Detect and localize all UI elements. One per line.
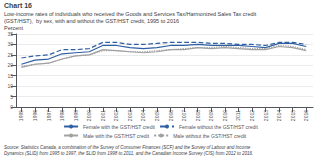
svg-text:2012: 2012 <box>249 110 255 121</box>
svg-text:(GST/HST), by sex, with and w: (GST/HST), by sex, with and without the … <box>4 18 179 24</box>
svg-text:Chart 16: Chart 16 <box>4 2 32 9</box>
svg-text:Male with the GST/HST credit: Male with the GST/HST credit <box>83 133 150 139</box>
svg-text:2016: 2016 <box>303 110 309 121</box>
svg-text:1996: 1996 <box>32 110 38 121</box>
svg-text:1997: 1997 <box>46 110 52 121</box>
svg-text:Low-income rates of individual: Low-income rates of individuals who rece… <box>4 11 257 17</box>
svg-text:10: 10 <box>7 83 13 89</box>
svg-text:2005: 2005 <box>154 110 160 121</box>
svg-text:2006: 2006 <box>168 110 174 121</box>
svg-text:2015: 2015 <box>290 110 296 121</box>
svg-text:2003: 2003 <box>127 110 133 121</box>
svg-text:5: 5 <box>10 94 13 100</box>
svg-text:Female without the GST/HST cre: Female without the GST/HST credit <box>179 124 258 130</box>
svg-text:1995: 1995 <box>18 110 24 121</box>
svg-text:2014: 2014 <box>276 110 282 121</box>
svg-text:2013: 2013 <box>263 110 269 121</box>
svg-text:2002: 2002 <box>113 110 119 121</box>
svg-text:1999: 1999 <box>73 110 79 121</box>
svg-text:25: 25 <box>7 52 13 58</box>
svg-text:2001: 2001 <box>100 110 106 121</box>
svg-text:15: 15 <box>7 73 13 79</box>
svg-text:Female with the GST/HST credit: Female with the GST/HST credit <box>83 124 155 130</box>
svg-text:2004: 2004 <box>140 110 146 121</box>
svg-text:2000: 2000 <box>86 110 92 121</box>
svg-text:2007: 2007 <box>181 110 187 121</box>
svg-text:1998: 1998 <box>59 110 65 121</box>
svg-text:2010: 2010 <box>222 110 228 121</box>
svg-text:Percent: Percent <box>4 25 23 31</box>
svg-text:2009: 2009 <box>208 110 214 121</box>
svg-text:2008: 2008 <box>195 110 201 121</box>
svg-text:20: 20 <box>7 62 13 68</box>
svg-text:35: 35 <box>7 31 13 37</box>
svg-text:Male without the GST/HST credi: Male without the GST/HST credit <box>173 133 247 139</box>
svg-text:Source: Statistics Canada, a c: Source: Statistics Canada, a combination… <box>4 145 252 150</box>
svg-text:2011: 2011 <box>235 110 241 121</box>
svg-text:0: 0 <box>10 104 13 110</box>
svg-text:30: 30 <box>7 41 13 47</box>
svg-text:Dynamics (SLID) from 1995 to 1: Dynamics (SLID) from 1995 to 1997, the S… <box>4 151 253 156</box>
